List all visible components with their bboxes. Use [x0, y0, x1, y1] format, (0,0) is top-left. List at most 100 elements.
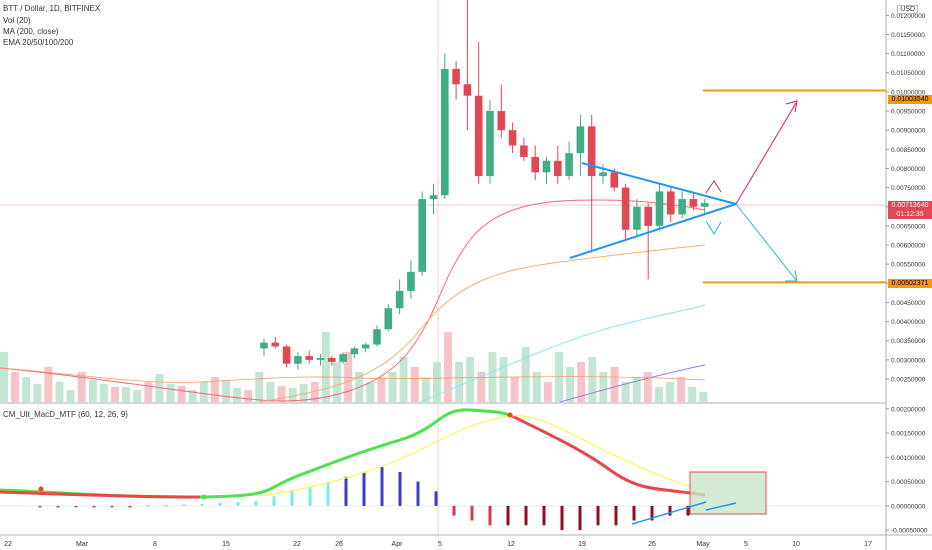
volume-bar — [666, 382, 674, 402]
price-tick-label: 0.00950000 — [891, 109, 926, 116]
candle-body — [418, 199, 426, 272]
volume-bar — [577, 362, 586, 402]
price-tick-label: 0.00350000 — [891, 338, 926, 345]
candle-body — [655, 191, 664, 226]
volume-bar — [377, 377, 386, 402]
x-tick-label: 22 — [293, 541, 301, 548]
macd-cross-dot — [507, 412, 513, 418]
candle-body — [463, 84, 472, 96]
volume-ma-line — [0, 367, 706, 383]
macd-indicator-label[interactable]: CM_Ult_MacD_MTF (60, 12, 26, 9) — [3, 410, 128, 419]
macd-histogram-bar — [578, 505, 582, 531]
candle-body — [294, 356, 302, 364]
volume-bar — [199, 382, 208, 402]
candle-body — [542, 160, 551, 173]
macd-histogram-bar — [164, 504, 168, 507]
symbol-title[interactable]: BTT / Dollar, 1D, BITFINEX — [3, 4, 101, 13]
macd-histogram-bar — [200, 503, 204, 506]
volume-bar — [599, 372, 608, 402]
volume-bar — [222, 380, 230, 402]
macd-histogram-bar — [254, 501, 258, 506]
volume-bar — [432, 362, 441, 402]
macd-pane — [0, 408, 886, 531]
volume-bar — [0, 352, 8, 402]
candle-body — [316, 357, 325, 360]
x-tick-label: 26 — [648, 541, 656, 548]
macd-histogram-bar — [272, 496, 276, 506]
macd-histogram-bar — [218, 502, 222, 506]
x-tick-label: 5 — [438, 541, 442, 548]
price-tick-label: 0.00250000 — [891, 377, 926, 384]
macd-trendline-lower — [631, 501, 707, 525]
highlight-box — [689, 471, 767, 515]
ma-indicator-label[interactable]: MA (200, close) — [3, 27, 59, 36]
volume-bar — [699, 392, 708, 402]
price-tick-label: 0.01200000 — [891, 13, 926, 20]
macd-histogram-bar — [56, 505, 60, 508]
volume-bar — [410, 367, 419, 402]
volume-bar — [111, 387, 119, 402]
ema-50-line — [259, 244, 706, 403]
volume-bar — [266, 382, 275, 402]
x-tick-label: 8 — [153, 541, 157, 548]
volume-indicator-label[interactable]: Vol (20) — [3, 16, 31, 25]
bearish-arrow — [735, 203, 797, 281]
volume-bar — [310, 382, 319, 402]
volume-bar — [466, 357, 475, 402]
x-tick-label: 15 — [222, 541, 230, 548]
volume-bar — [677, 377, 686, 402]
macd-histogram-bar — [416, 481, 420, 506]
volume-bar — [588, 357, 597, 402]
volume-bar — [299, 384, 308, 402]
macd-line-falling — [0, 413, 706, 499]
ema-indicator-label[interactable]: EMA 20/50/100/200 — [3, 38, 74, 47]
macd-histogram-bar — [686, 505, 690, 516]
volume-bar — [654, 387, 663, 402]
macd-histogram-bar — [524, 505, 528, 526]
bearish-arrow-head — [785, 269, 798, 282]
candle-body — [678, 199, 686, 215]
macd-histogram-bar — [182, 504, 186, 506]
macd-histogram-bar — [290, 491, 294, 506]
candle-body — [328, 357, 336, 362]
macd-tick-label: 0.00000000 — [891, 503, 926, 510]
macd-tick-label: 0.00150000 — [891, 431, 926, 438]
price-tick-label: 0.00550000 — [891, 262, 926, 269]
volume-bar — [11, 372, 20, 402]
volume-bar — [532, 372, 541, 402]
macd-trendline-upper — [705, 502, 737, 511]
volume-bars — [0, 332, 708, 402]
volume-bar — [344, 352, 353, 402]
price-tick-label: 0.00300000 — [891, 357, 926, 364]
candle-body — [497, 111, 506, 131]
macd-tick-label: 0.00100000 — [891, 455, 926, 462]
volume-bar — [99, 384, 108, 402]
volume-bar — [444, 332, 452, 402]
price-tick-label: 0.01100000 — [891, 51, 925, 58]
candle-body — [260, 342, 268, 349]
candle-body — [474, 95, 483, 177]
x-tick-label: Apr — [392, 541, 404, 548]
price-tick-label: 0.01150000 — [891, 32, 925, 39]
macd-histogram-bar — [470, 505, 474, 521]
volume-bar — [77, 372, 86, 402]
volume-bar — [510, 377, 519, 402]
currency-label[interactable]: USD — [897, 5, 918, 14]
volume-bar — [643, 372, 652, 402]
volume-bar — [188, 390, 197, 402]
volume-bar — [22, 377, 31, 402]
macd-histogram-bar — [38, 505, 42, 508]
candle-body — [667, 191, 675, 215]
volume-bar — [399, 357, 408, 402]
volume-bar — [333, 362, 341, 402]
candle-body — [350, 348, 359, 355]
candlesticks — [260, 0, 709, 370]
volume-bar — [321, 332, 330, 402]
macd-histogram-bar — [452, 505, 456, 516]
macd-histogram-bar — [560, 505, 564, 531]
macd-histogram-bar — [614, 505, 618, 526]
macd-histogram-bar — [362, 471, 366, 506]
price-tick-label: 0.00600000 — [891, 243, 926, 250]
candle-body — [633, 206, 641, 230]
